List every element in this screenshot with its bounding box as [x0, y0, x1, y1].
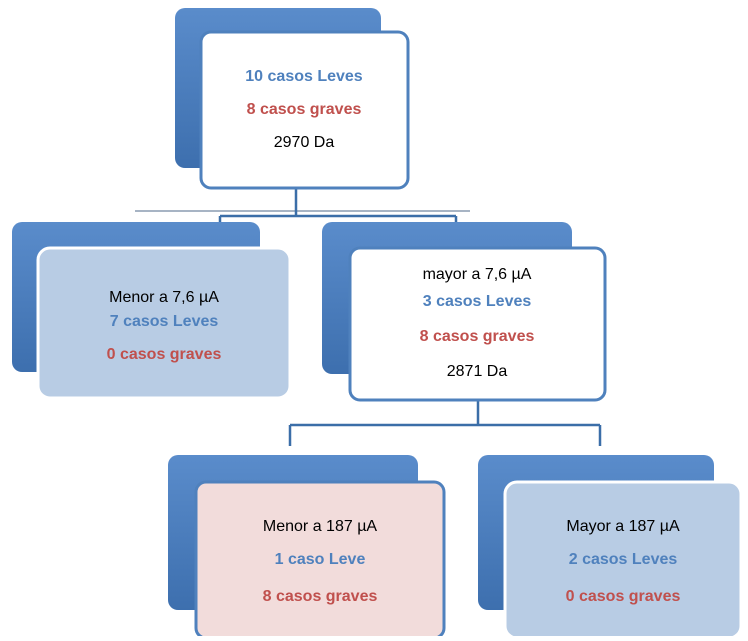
- node-text: 3 casos Leves: [423, 293, 532, 310]
- node: 10 casos Leves 8 casos graves 2970 Da: [175, 8, 410, 190]
- node-text: 1 caso Leve: [275, 551, 366, 568]
- node-text: 0 casos graves: [107, 346, 222, 363]
- node-text: Menor a 7,6 µA: [109, 289, 219, 306]
- node: mayor a 7,6 µA 3 casos Leves 8 casos gra…: [322, 222, 607, 402]
- node-text: 8 casos graves: [420, 328, 535, 345]
- node: Menor a 7,6 µA 7 casos Leves 0 casos gra…: [12, 222, 292, 400]
- node-text: Menor a 187 µA: [263, 518, 378, 535]
- node: Mayor a 187 µA 2 casos Leves 0 casos gra…: [478, 455, 743, 640]
- node-text: 2871 Da: [447, 363, 508, 380]
- node-text: 2970 Da: [274, 134, 335, 151]
- node-text: mayor a 7,6 µA: [423, 266, 532, 283]
- connectors: [135, 188, 602, 446]
- node-text: 0 casos graves: [566, 588, 681, 605]
- node-text: 8 casos graves: [263, 588, 378, 605]
- node-text: 7 casos Leves: [110, 313, 219, 330]
- node-text: 10 casos Leves: [245, 68, 363, 85]
- node-text: Mayor a 187 µA: [566, 518, 680, 535]
- node: Menor a 187 µA 1 caso Leve 8 casos grave…: [168, 455, 446, 640]
- node-text: 2 casos Leves: [569, 551, 678, 568]
- node-text: 8 casos graves: [247, 101, 362, 118]
